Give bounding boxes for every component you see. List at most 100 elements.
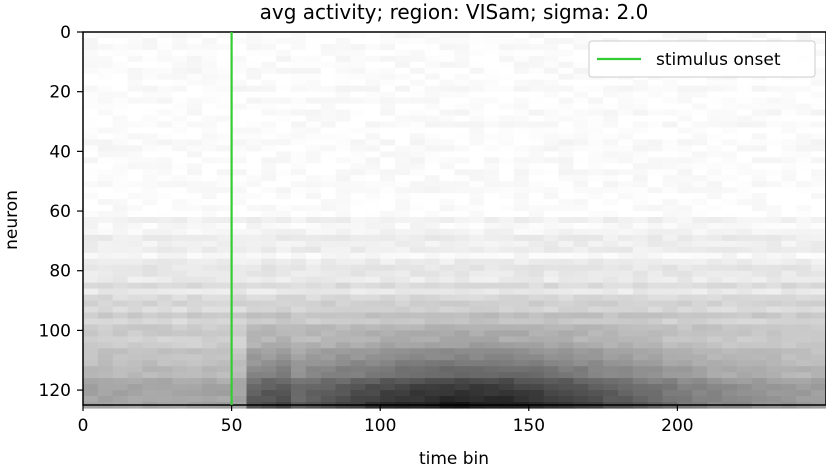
heat-cell: [573, 151, 589, 158]
heat-cell: [201, 294, 218, 302]
heat-cell: [469, 234, 485, 242]
heat-cell: [246, 360, 262, 367]
heat-cell: [395, 360, 411, 367]
heat-cell: [142, 187, 158, 194]
heat-cell: [157, 151, 173, 158]
heat-cell: [558, 32, 574, 39]
heat-cell: [558, 217, 574, 224]
heat-cell: [201, 384, 218, 391]
heat-cell: [231, 276, 248, 284]
heat-cell: [350, 384, 366, 391]
heat-cell: [707, 372, 723, 379]
heat-cell: [320, 372, 337, 379]
heat-cell: [528, 79, 545, 87]
heat-cell: [246, 67, 262, 75]
heat-cell: [439, 312, 456, 320]
heat-cell: [216, 330, 233, 337]
heat-cell: [662, 181, 678, 188]
heat-cell: [454, 67, 470, 75]
heat-cell: [335, 211, 352, 218]
heat-cell: [157, 324, 173, 331]
heat-cell: [484, 318, 500, 326]
heat-cell: [736, 151, 753, 158]
heat-cell: [127, 396, 144, 403]
heat-cell: [291, 211, 307, 218]
heat-cell: [409, 61, 426, 69]
heat-cell: [588, 193, 604, 200]
heat-cell: [588, 187, 604, 194]
heat-cell: [573, 181, 589, 188]
heat-cell: [216, 246, 233, 254]
heat-cell: [811, 378, 826, 385]
heat-cell: [811, 121, 826, 129]
heat-cell: [736, 264, 753, 272]
heat-cell: [796, 246, 812, 254]
heat-cell: [409, 181, 426, 188]
heat-cell: [528, 205, 545, 212]
heat-cell: [305, 217, 322, 224]
heat-cell: [722, 390, 738, 397]
heat-cell: [528, 217, 545, 224]
heat-cell: [558, 300, 574, 308]
heat-cell: [409, 240, 426, 248]
heat-cell: [811, 169, 826, 176]
heat-cell: [736, 217, 753, 224]
heat-cell: [83, 163, 99, 170]
heat-cell: [573, 169, 589, 176]
heat-cell: [380, 193, 396, 200]
heat-cell: [305, 330, 322, 337]
heat-cell: [201, 217, 218, 224]
heat-cell: [395, 276, 411, 284]
heat-cell: [97, 372, 114, 379]
heat-cell: [276, 270, 292, 278]
heat-cell: [305, 324, 322, 331]
heat-cell: [305, 258, 322, 266]
heat-cell: [395, 390, 411, 397]
heat-cell: [350, 294, 366, 302]
heat-cell: [558, 312, 574, 320]
heat-cell: [543, 49, 560, 57]
heat-cell: [513, 360, 530, 367]
heat-cell: [380, 181, 396, 188]
heat-cell: [350, 390, 366, 397]
heat-cell: [736, 372, 753, 379]
heat-cell: [83, 258, 99, 266]
heat-cell: [558, 199, 574, 206]
heat-cell: [276, 223, 292, 230]
heat-cell: [588, 318, 604, 326]
heat-cell: [766, 85, 783, 93]
heat-cell: [573, 312, 589, 320]
heat-cell: [172, 384, 188, 391]
heat-cell: [469, 348, 485, 355]
heat-cell: [142, 390, 158, 397]
heat-cell: [722, 252, 738, 260]
heat-cell: [424, 324, 441, 331]
heat-cell: [454, 223, 470, 230]
heat-cell: [380, 151, 396, 158]
heat-cell: [484, 258, 500, 266]
heat-cell: [216, 61, 233, 69]
heat-cell: [662, 199, 678, 206]
heat-cell: [439, 372, 456, 379]
heat-cell: [528, 240, 545, 248]
heat-cell: [335, 187, 352, 194]
heat-cell: [216, 157, 233, 164]
heat-cell: [112, 217, 129, 224]
heat-cell: [246, 43, 262, 51]
heat-cell: [142, 282, 158, 290]
heat-cell: [796, 312, 812, 320]
heat-cell: [484, 133, 500, 141]
heat-cell: [543, 258, 560, 266]
heat-cell: [543, 324, 560, 331]
heat-cell: [231, 193, 248, 200]
heat-cell: [499, 193, 515, 200]
heat-cell: [439, 38, 456, 45]
heat-cell: [142, 121, 158, 129]
heat-cell: [246, 139, 262, 146]
heat-cell: [484, 181, 500, 188]
heat-cell: [335, 366, 352, 373]
heat-cell: [142, 32, 158, 39]
heat-cell: [677, 127, 693, 135]
heat-cell: [469, 145, 485, 152]
heat-cell: [246, 103, 262, 111]
